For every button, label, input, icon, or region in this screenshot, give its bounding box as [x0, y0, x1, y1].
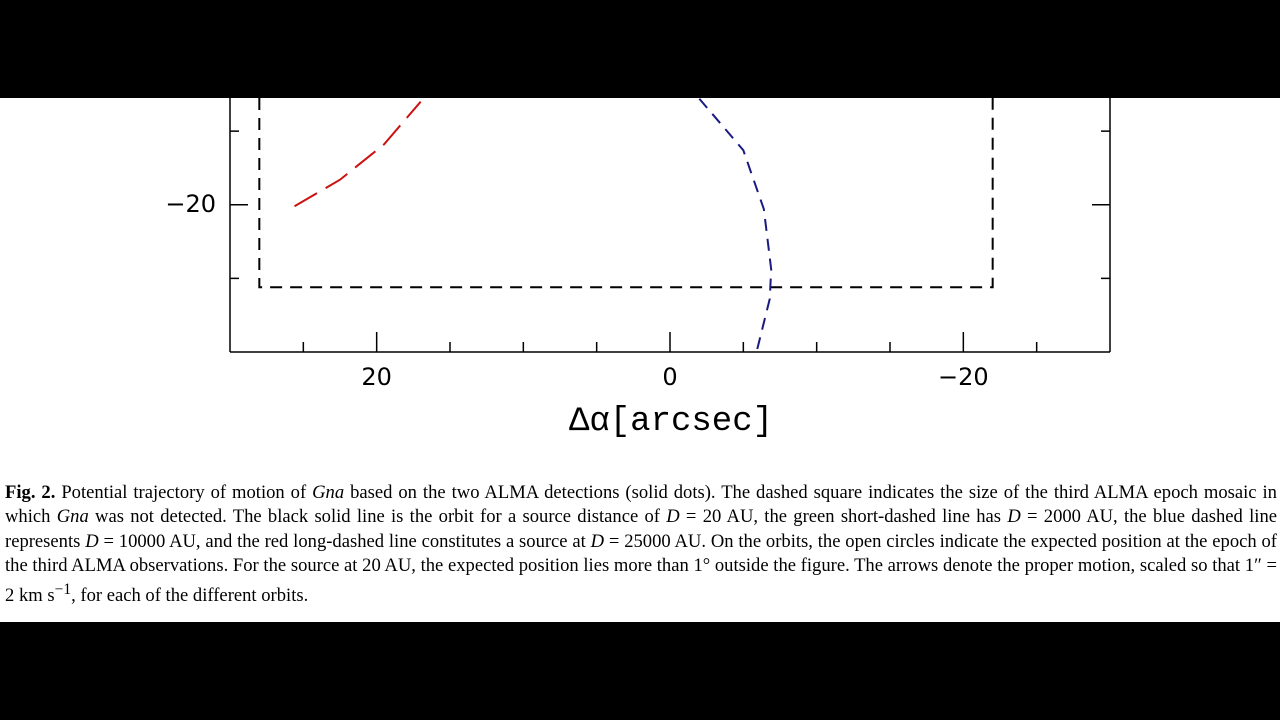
- y-tick-label: −20: [165, 190, 216, 218]
- caption-text: D: [590, 530, 605, 552]
- letterbox-top: [0, 0, 1280, 98]
- caption-label: Fig. 2.: [5, 482, 56, 503]
- x-tick-label: 0: [662, 363, 677, 391]
- series-line: [294, 101, 422, 208]
- letterbox-bottom: [0, 622, 1280, 720]
- series-line: [698, 98, 773, 352]
- x-tick-label: 20: [361, 363, 392, 391]
- caption-text: = 10000 AU, and the red long-dashed line…: [98, 530, 591, 552]
- caption-text: Gna: [56, 506, 89, 528]
- caption-text: D: [85, 530, 99, 552]
- caption-text: based on the two ALMA detections (solid …: [5, 482, 1277, 528]
- caption-text: Potential trajectory of motion of: [55, 482, 313, 503]
- caption-text: −1: [54, 581, 72, 599]
- plot-area: [258, 98, 994, 352]
- caption-text: D: [1007, 506, 1021, 528]
- series-line: [258, 98, 994, 289]
- caption-text: Gna: [312, 482, 345, 503]
- caption-text: = 25000 AU. On the orbits, the open circ…: [5, 530, 1277, 607]
- caption-text: , for each of the different orbits.: [71, 585, 309, 607]
- caption-text: D: [666, 506, 680, 528]
- caption-text: was not detected. The black solid line i…: [88, 506, 667, 528]
- x-axis-label: Δα[arcsec]: [569, 403, 773, 441]
- x-tick-label: −20: [938, 363, 989, 391]
- figure-caption: Fig. 2. Potential trajectory of motion o…: [5, 481, 1277, 609]
- caption-text: = 2000 AU, the blue dashed line represen…: [5, 506, 1277, 552]
- caption-text: = 20 AU, the green short-dashed line has: [679, 506, 1008, 528]
